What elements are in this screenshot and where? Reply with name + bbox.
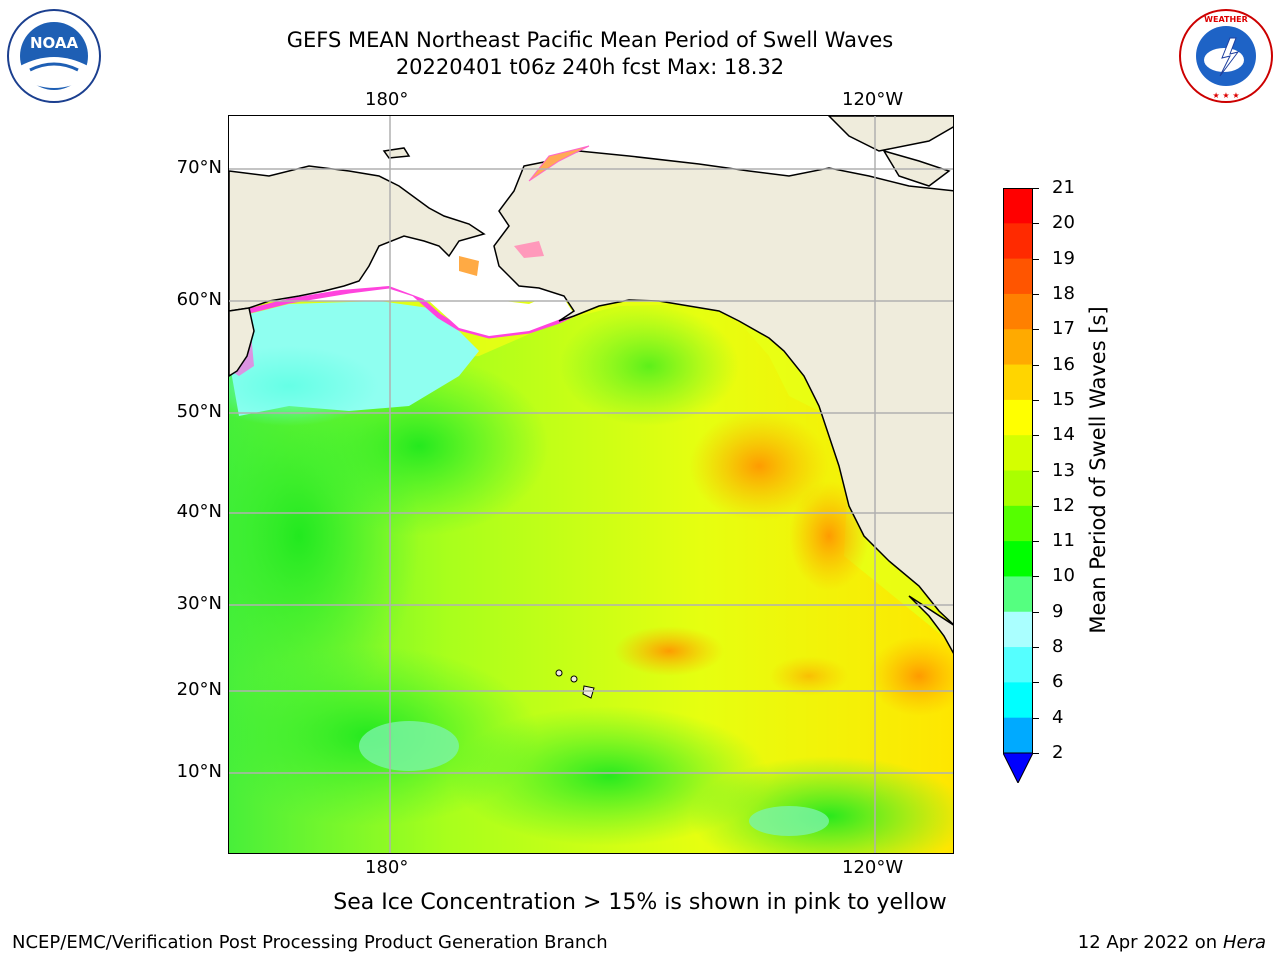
colorbar-tick-label: 19 [1052, 247, 1075, 269]
colorbar-tick-label: 20 [1052, 212, 1075, 234]
colorbar-tick-mark [1033, 435, 1039, 437]
map-canvas [229, 116, 953, 853]
colorbar-tick-label: 15 [1052, 388, 1075, 410]
colorbar-tick-mark [1033, 399, 1039, 401]
colorbar-tick-label: 18 [1052, 282, 1075, 304]
colorbar-tick-mark [1033, 293, 1039, 295]
colorbar-segment [1003, 399, 1033, 436]
colorbar-tick-label: 21 [1052, 177, 1075, 198]
colorbar-segment [1003, 611, 1033, 648]
nws-logo: WEATHER ★ ★ ★ [1179, 9, 1273, 103]
colorbar-tick-label: 6 [1052, 671, 1064, 693]
colorbar-segment [1003, 682, 1033, 719]
colorbar [1003, 188, 1033, 783]
colorbar-segment [1003, 505, 1033, 542]
colorbar-tick-mark [1033, 505, 1039, 507]
colorbar-segment [1003, 576, 1033, 613]
colorbar-tick-mark [1033, 188, 1039, 189]
footer-producer: NCEP/EMC/Verification Post Processing Pr… [12, 932, 608, 953]
colorbar-tick-mark [1033, 647, 1039, 649]
lat-label-40n: 40°N [176, 501, 222, 522]
colorbar-extend-arrow [1003, 752, 1033, 783]
footer-date: 12 Apr 2022 on Hera [1078, 932, 1266, 953]
colorbar-segment [1003, 258, 1033, 295]
lon-label-bottom-120w: 120°W [842, 857, 904, 878]
lon-label-top-120w: 120°W [842, 89, 904, 110]
map-grid [229, 116, 953, 853]
lon-label-top-180: 180° [365, 89, 409, 110]
chart-title: GEFS MEAN Northeast Pacific Mean Period … [286, 28, 894, 52]
svg-text:★ ★ ★: ★ ★ ★ [1212, 91, 1239, 100]
colorbar-tick-label: 17 [1052, 318, 1075, 340]
colorbar-segment [1003, 364, 1033, 401]
colorbar-tick-label: 14 [1052, 424, 1075, 446]
colorbar-tick-label: 2 [1052, 742, 1064, 763]
colorbar-tick-mark [1033, 364, 1039, 366]
colorbar-segment [1003, 293, 1033, 330]
noaa-logo: NOAA [7, 9, 101, 103]
lat-label-60n: 60°N [176, 289, 222, 310]
lon-label-bottom-180: 180° [365, 857, 409, 878]
colorbar-tick-label: 9 [1052, 600, 1064, 622]
swell-period-map [228, 115, 954, 854]
colorbar-tick-label: 10 [1052, 565, 1075, 587]
colorbar-tick-label: 4 [1052, 706, 1064, 728]
footer-machine: Hera [1222, 932, 1266, 953]
colorbar-tick-label: 12 [1052, 494, 1075, 516]
land-siberia [229, 165, 486, 312]
colorbar-label: Mean Period of Swell Waves [s] [1086, 306, 1110, 634]
lat-label-20n: 20°N [176, 679, 222, 700]
noaa-logo-text: NOAA [30, 34, 79, 52]
colorbar-tick-mark [1033, 611, 1039, 613]
colorbar-tick-mark [1033, 258, 1039, 260]
colorbar-tick-mark [1033, 329, 1039, 331]
colorbar-tick-label: 13 [1052, 459, 1075, 481]
colorbar-tick-mark [1033, 470, 1039, 472]
colorbar-tick-mark [1033, 753, 1039, 754]
colorbar-segment [1003, 435, 1033, 471]
chart-subtitle: 20220401 t06z 240h fcst Max: 18.32 [395, 55, 785, 79]
lat-label-30n: 30°N [176, 593, 222, 614]
footer-date-text: 12 Apr 2022 on [1077, 932, 1218, 953]
lat-label-70n: 70°N [176, 157, 222, 178]
colorbar-tick-mark [1033, 717, 1039, 719]
colorbar-tick-label: 16 [1052, 353, 1075, 375]
colorbar-segment [1003, 541, 1033, 577]
lat-label-50n: 50°N [176, 401, 222, 422]
lat-label-10n: 10°N [176, 761, 222, 782]
colorbar-segment [1003, 329, 1033, 366]
colorbar-segment [1003, 223, 1033, 260]
colorbar-segment [1003, 470, 1033, 507]
colorbar-segment [1003, 647, 1033, 683]
colorbar-segment [1003, 188, 1033, 224]
sea-ice-caption: Sea Ice Concentration > 15% is shown in … [333, 890, 947, 915]
svg-text:WEATHER: WEATHER [1204, 15, 1248, 24]
colorbar-tick-mark [1033, 541, 1039, 543]
colorbar-tick-mark [1033, 223, 1039, 225]
colorbar-segment [1003, 717, 1033, 754]
colorbar-tick-mark [1033, 576, 1039, 578]
colorbar-tick-label: 11 [1052, 530, 1075, 552]
land-north-america [493, 150, 953, 626]
colorbar-tick-mark [1033, 682, 1039, 684]
colorbar-tick-label: 8 [1052, 636, 1064, 658]
